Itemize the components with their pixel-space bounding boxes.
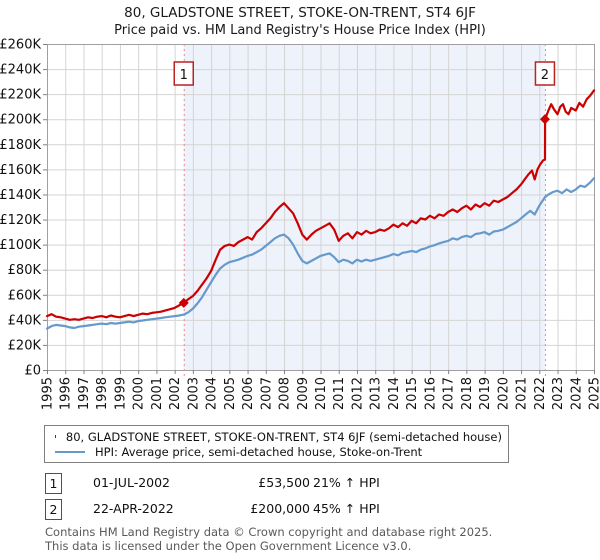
x-axis-tick-label: 1999 bbox=[113, 377, 128, 410]
sale-2-date: 22-APR-2022 bbox=[93, 501, 174, 516]
x-axis-tick-label: 2017 bbox=[442, 377, 457, 410]
y-axis-tick-label: £140K bbox=[0, 188, 41, 203]
x-axis-tick-label: 2022 bbox=[533, 377, 548, 410]
sale-2-price: £200,000 bbox=[250, 501, 310, 516]
y-axis-tick-label: £120K bbox=[0, 213, 41, 228]
sale-point-marker bbox=[178, 297, 189, 308]
x-axis-tick-label: 2009 bbox=[296, 377, 311, 410]
y-axis-tick-label: £220K bbox=[0, 88, 41, 103]
x-axis-tick-label: 2006 bbox=[241, 377, 256, 410]
x-axis-tick-label: 2024 bbox=[569, 377, 584, 410]
sale-number-box-label: 1 bbox=[180, 68, 188, 83]
sale-annotation-1: 1 01-JUL-2002 £53,500 21% ↑ HPI bbox=[45, 473, 565, 495]
x-axis-tick-label: 1995 bbox=[41, 377, 56, 410]
x-axis-tick-label: 2019 bbox=[478, 377, 493, 410]
axis-ticks bbox=[43, 44, 595, 374]
legend-label-hpi: HPI: Average price, semi-detached house,… bbox=[95, 445, 423, 460]
sale-2-hpi-delta: 45% ↑ HPI bbox=[313, 501, 380, 516]
legend-item-property: 80, GLADSTONE STREET, STOKE-ON-TRENT, ST… bbox=[51, 429, 502, 445]
property-line-swatch bbox=[55, 435, 56, 439]
y-axis-tick-label: £60K bbox=[8, 288, 42, 303]
y-axis-tick-label: £20K bbox=[8, 338, 42, 353]
sale-number-box-label: 2 bbox=[541, 68, 549, 83]
copyright-footer: Contains HM Land Registry data © Crown c… bbox=[45, 525, 585, 553]
y-axis-tick-label: £40K bbox=[8, 313, 42, 328]
y-axis-tick-label: £180K bbox=[0, 138, 41, 153]
x-axis-tick-label: 1996 bbox=[59, 377, 74, 410]
y-axis-tick-label: £260K bbox=[0, 38, 41, 53]
legend: 80, GLADSTONE STREET, STOKE-ON-TRENT, ST… bbox=[44, 425, 509, 463]
sale-1-hpi-delta: 21% ↑ HPI bbox=[313, 475, 380, 490]
sale-1-number-badge: 1 bbox=[45, 473, 62, 494]
x-axis-tick-label: 1997 bbox=[77, 377, 92, 410]
footer-line2: This data is licensed under the Open Gov… bbox=[45, 538, 412, 553]
chart-title: 80, GLADSTONE STREET, STOKE-ON-TRENT, ST… bbox=[0, 5, 600, 39]
x-axis-tick-label: 2025 bbox=[588, 377, 600, 410]
x-axis-tick-label: 2020 bbox=[496, 377, 511, 410]
property-price-line bbox=[45, 89, 596, 321]
x-axis-tick-label: 2010 bbox=[314, 377, 329, 410]
ownership-period-shading bbox=[183, 44, 545, 370]
x-axis-tick-label: 1998 bbox=[95, 377, 110, 410]
y-axis-tick-label: £0 bbox=[24, 364, 41, 379]
y-axis-tick-label: £200K bbox=[0, 113, 41, 128]
x-axis-tick-label: 2005 bbox=[223, 377, 238, 410]
hpi-line-swatch bbox=[55, 451, 85, 454]
sale-number-box bbox=[534, 61, 556, 86]
x-axis-tick-label: 2015 bbox=[405, 377, 420, 410]
x-axis-tick-label: 2003 bbox=[186, 377, 201, 410]
price-history-chart: £0 £20K £40K £60K £80K £100K £120K £140K £160K £1… bbox=[0, 38, 600, 411]
x-axis-tick-label: 2008 bbox=[278, 377, 293, 410]
x-axis-tick-label: 2002 bbox=[168, 377, 183, 410]
x-axis-tick-label: 2011 bbox=[332, 377, 347, 410]
sale-1-price: £53,500 bbox=[258, 475, 310, 490]
legend-label-property: 80, GLADSTONE STREET, STOKE-ON-TRENT, ST… bbox=[65, 429, 502, 444]
x-axis-tick-label: 2013 bbox=[369, 377, 384, 410]
x-axis-tick-label: 2021 bbox=[515, 377, 530, 410]
legend-item-hpi: HPI: Average price, semi-detached house,… bbox=[51, 445, 502, 461]
sale-annotation-2: 2 22-APR-2022 £200,000 45% ↑ HPI bbox=[45, 499, 565, 521]
x-axis-tick-label: 2012 bbox=[350, 377, 365, 410]
sale-2-number-badge: 2 bbox=[45, 499, 62, 520]
page-subtitle: Price paid vs. HM Land Registry's House … bbox=[114, 23, 486, 38]
x-axis-tick-label: 2018 bbox=[460, 377, 475, 410]
x-axis-tick-label: 2004 bbox=[205, 377, 220, 410]
y-axis-tick-label: £240K bbox=[0, 63, 41, 78]
page-title: 80, GLADSTONE STREET, STOKE-ON-TRENT, ST… bbox=[124, 5, 476, 21]
x-axis-tick-label: 2000 bbox=[132, 377, 147, 410]
sale-point-marker bbox=[539, 114, 550, 125]
sale-number-box bbox=[173, 61, 194, 86]
sale-1-date: 01-JUL-2002 bbox=[93, 475, 171, 490]
axis-labels: £0 £20K £40K £60K £80K £100K £120K £140K £160K £1… bbox=[0, 38, 600, 411]
x-axis-tick-label: 2016 bbox=[423, 377, 438, 410]
hpi-average-line bbox=[45, 177, 596, 330]
footer-line1: Contains HM Land Registry data © Crown c… bbox=[45, 525, 493, 539]
y-axis-tick-label: £80K bbox=[8, 263, 42, 278]
y-axis-tick-label: £160K bbox=[0, 163, 41, 178]
y-axis-tick-label: £100K bbox=[0, 238, 41, 253]
x-axis-tick-label: 2023 bbox=[551, 377, 566, 410]
x-axis-tick-label: 2007 bbox=[259, 377, 274, 410]
x-axis-tick-label: 2001 bbox=[150, 377, 165, 410]
x-axis-tick-label: 2014 bbox=[387, 377, 402, 410]
